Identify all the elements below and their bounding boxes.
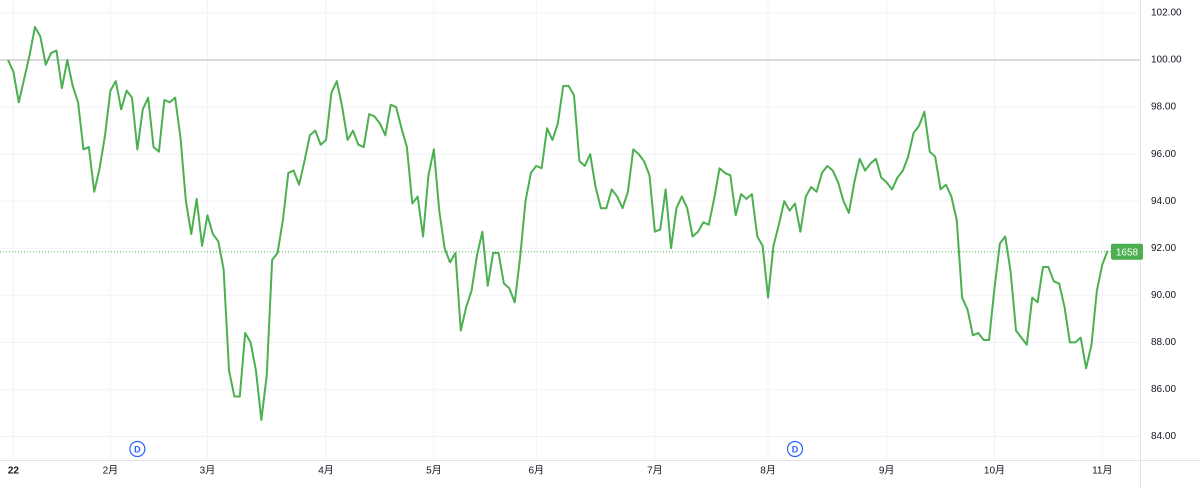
- y-tick-label: 102.00: [1151, 8, 1182, 19]
- y-tick-label: 90.00: [1151, 290, 1176, 301]
- dividend-marker: [786, 440, 804, 458]
- x-tick-label: 2月: [103, 465, 119, 477]
- price-line: [7, 26, 1109, 421]
- y-tick-label: 84.00: [1151, 431, 1176, 442]
- x-tick-label: 6月: [528, 465, 544, 477]
- current-price-box: [1111, 243, 1143, 260]
- y-tick-label: 86.00: [1151, 384, 1176, 395]
- x-tick-label: 3月: [200, 465, 216, 477]
- dividend-label: D: [134, 444, 141, 454]
- x-tick-label: 22: [8, 466, 20, 477]
- x-tick-label: 9月: [879, 465, 895, 477]
- current-price-label: 1658: [1116, 247, 1139, 258]
- x-tick-label: 8月: [760, 465, 776, 477]
- x-tick-label: 11月: [1092, 465, 1112, 477]
- y-tick-label: 92.00: [1151, 243, 1176, 254]
- x-tick-label: 4月: [318, 465, 334, 477]
- dividend-marker: [129, 440, 146, 458]
- y-tick-label: 94.00: [1151, 196, 1176, 207]
- x-tick-label: 10月: [984, 465, 1005, 477]
- y-tick-label: 96.00: [1151, 149, 1176, 160]
- y-tick-label: 98.00: [1151, 102, 1176, 113]
- y-tick-label: 88.00: [1151, 337, 1176, 348]
- x-tick-label: 5月: [426, 465, 442, 477]
- x-tick-label: 7月: [647, 465, 663, 477]
- dividend-label: D: [792, 444, 799, 454]
- y-tick-label: 100.00: [1151, 55, 1182, 66]
